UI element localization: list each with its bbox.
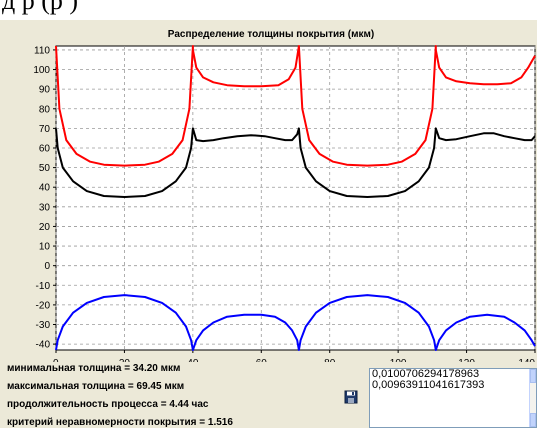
document-heading-text: д р (р ): [2, 0, 79, 15]
y-tick-label: 0: [44, 261, 50, 272]
app-window: Распределение толщины покрытия (мкм) 110…: [0, 20, 537, 428]
save-button[interactable]: [341, 387, 361, 407]
x-tick-label: 100: [390, 358, 407, 362]
grid-lines: [55, 46, 536, 351]
document-heading-fragment: д р (р ): [0, 0, 537, 20]
y-tick-label: -40: [36, 340, 51, 351]
y-tick-label: 100: [33, 65, 50, 76]
y-tick-label: 50: [39, 163, 51, 174]
y-tick-label: 20: [39, 222, 51, 233]
x-tick-label: 40: [187, 358, 199, 362]
y-tick-label: -30: [36, 320, 51, 331]
min-thickness-label: минимальная толщина = 34.20 мкм: [7, 363, 181, 374]
series-line-2: [55, 294, 536, 351]
y-tick-label: 70: [39, 124, 51, 135]
x-tick-label: 140: [518, 358, 535, 362]
y-tick-label: -20: [36, 300, 51, 311]
x-tick-label: 120: [458, 358, 475, 362]
x-axis-ticks: 0 20 40 60 80 100 120 140: [53, 350, 536, 362]
x-tick-label: 20: [119, 358, 131, 362]
memo-line: 0,00963911041617393: [372, 379, 485, 391]
scroll-up-arrow[interactable]: [530, 369, 536, 383]
y-tick-label: 110: [34, 45, 50, 56]
memo-line: 0,0100706294178963: [372, 368, 480, 380]
x-tick-label: 0: [53, 358, 59, 362]
y-tick-label: 30: [39, 202, 51, 213]
results-memo[interactable]: 0,0100706294178963 0,00963911041617393: [369, 368, 537, 428]
y-tick-label: 60: [39, 143, 51, 154]
scroll-down-arrow[interactable]: [530, 413, 536, 427]
y-tick-label: 10: [39, 242, 51, 253]
series-line-1: [55, 127, 536, 198]
thickness-chart: Распределение толщины покрытия (мкм) 110…: [33, 29, 536, 362]
chart-panel: Распределение толщины покрытия (мкм) 110…: [0, 20, 537, 362]
y-tick-label: 80: [39, 104, 51, 115]
results-panel: минимальная толщина = 34.20 мкм максимал…: [0, 362, 537, 428]
y-tick-label: -10: [36, 281, 51, 292]
chart-title: Распределение толщины покрытия (мкм): [168, 29, 374, 40]
x-tick-label: 60: [256, 358, 268, 362]
plot-area: [55, 45, 536, 351]
floppy-disk-icon: [344, 390, 358, 404]
series-line-0: [55, 45, 536, 167]
y-tick-label: 90: [39, 85, 51, 96]
memo-scrollbar[interactable]: [529, 369, 536, 427]
x-tick-label: 80: [324, 358, 336, 362]
y-tick-label: 40: [39, 183, 51, 194]
max-thickness-label: максимальная толщина = 69.45 мкм: [7, 381, 185, 392]
duration-label: продолжительность процесса = 4.44 час: [7, 399, 209, 410]
nonuniformity-label: критерий неравномерности покрытия = 1.51…: [7, 417, 233, 428]
series-group: [55, 45, 536, 351]
